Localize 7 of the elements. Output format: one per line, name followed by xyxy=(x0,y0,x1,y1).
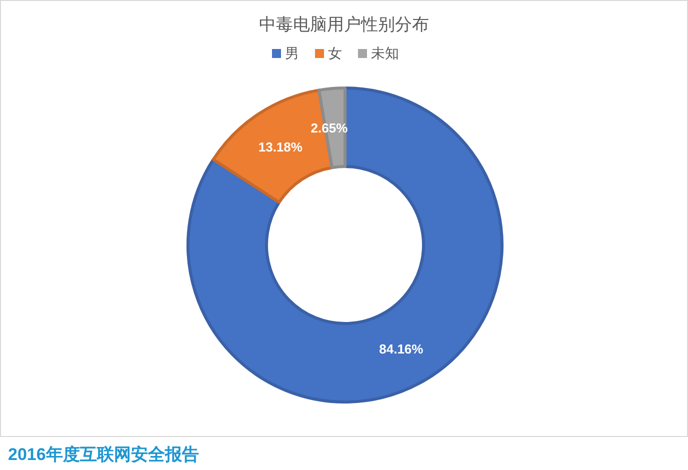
legend-label: 男 xyxy=(285,45,299,61)
text: 2016年度互联网安全报告 xyxy=(8,445,199,464)
data-label: 84.16% xyxy=(379,341,424,356)
legend-label: 女 xyxy=(328,45,342,61)
legend-label: 未知 xyxy=(371,45,399,61)
data-label: 13.18% xyxy=(258,140,303,155)
chart-title: 中毒电脑用户性别分布 xyxy=(259,15,429,34)
